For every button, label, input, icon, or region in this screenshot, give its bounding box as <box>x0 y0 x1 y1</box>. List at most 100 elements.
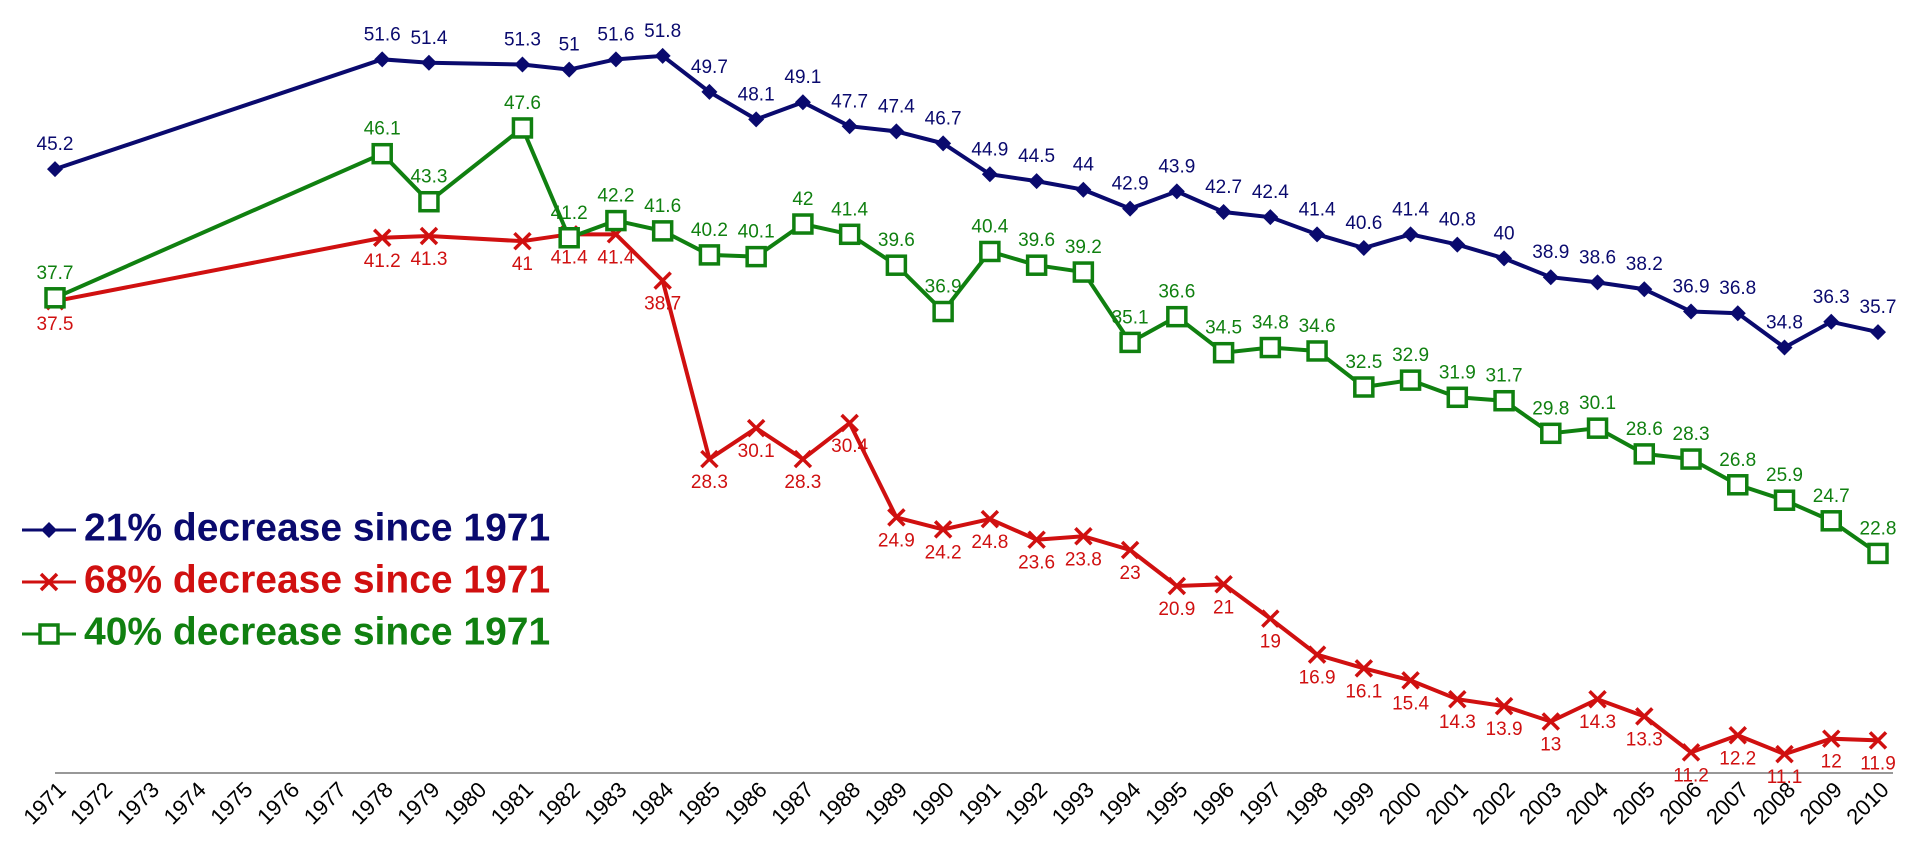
marker <box>371 142 393 165</box>
x-tick-label: 2002 <box>1467 777 1519 829</box>
marker <box>1589 274 1606 291</box>
legend-marker <box>41 522 57 538</box>
marker <box>511 117 534 139</box>
x-tick-label: 1993 <box>1047 777 1099 829</box>
x-tick-label: 1974 <box>159 777 211 829</box>
data-label: 40.4 <box>971 216 1008 237</box>
data-label: 35.7 <box>1860 297 1897 318</box>
x-tick-label: 1992 <box>1000 777 1052 829</box>
data-label: 11.1 <box>1767 767 1803 788</box>
data-label: 34.5 <box>1205 318 1242 339</box>
x-tick-label: 1981 <box>486 777 538 829</box>
data-label: 31.9 <box>1439 362 1476 383</box>
marker <box>885 254 908 276</box>
data-label: 32.5 <box>1345 352 1382 373</box>
marker <box>1683 303 1700 320</box>
data-label: 51.6 <box>597 24 634 45</box>
marker <box>1542 269 1559 286</box>
marker <box>418 190 440 213</box>
marker <box>651 220 674 242</box>
x-tick-label: 2001 <box>1421 777 1473 829</box>
data-label: 39.6 <box>1018 230 1055 251</box>
marker <box>1353 376 1375 398</box>
data-label: 40.6 <box>1345 213 1382 234</box>
data-label: 20.9 <box>1158 599 1195 620</box>
data-label: 36.6 <box>1158 282 1195 303</box>
marker <box>935 135 952 152</box>
data-label: 51.3 <box>504 29 541 50</box>
marker <box>1494 696 1514 716</box>
legend-label: 21% decrease since 1971 <box>84 506 550 549</box>
marker <box>1119 331 1141 354</box>
marker <box>1870 324 1886 341</box>
x-tick-label: 1997 <box>1234 777 1286 829</box>
marker <box>513 231 532 251</box>
data-label: 40.1 <box>738 222 775 243</box>
data-label: 42.2 <box>597 186 634 207</box>
marker <box>1214 575 1233 594</box>
data-label: 24.9 <box>878 530 915 551</box>
marker <box>420 54 437 71</box>
data-label: 14.3 <box>1439 712 1476 733</box>
marker <box>1681 743 1701 762</box>
marker <box>1727 474 1749 496</box>
marker <box>1027 530 1046 549</box>
data-label: 22.8 <box>1860 518 1897 539</box>
x-tick-label: 1975 <box>205 777 257 829</box>
marker <box>1636 281 1653 298</box>
x-tick-label: 1978 <box>346 777 398 829</box>
x-tick-label: 1977 <box>299 777 351 829</box>
data-label: 13.9 <box>1486 719 1523 740</box>
marker <box>1212 341 1235 364</box>
marker <box>1776 339 1793 356</box>
marker <box>1448 689 1467 709</box>
marker <box>1540 422 1562 445</box>
legend-marker <box>39 572 59 592</box>
data-label: 44.9 <box>971 139 1008 160</box>
data-label: 41.3 <box>410 249 447 270</box>
legend-label: 40% decrease since 1971 <box>84 610 550 653</box>
marker <box>1028 173 1045 190</box>
x-tick-label: 1973 <box>112 777 164 829</box>
data-label: 51 <box>559 35 580 56</box>
x-tick-label: 1985 <box>673 777 725 829</box>
data-label: 14.3 <box>1579 712 1616 733</box>
data-label: 40.8 <box>1439 210 1476 231</box>
data-label: 38.6 <box>1579 247 1616 268</box>
marker <box>698 244 721 266</box>
data-label: 28.6 <box>1626 419 1663 440</box>
marker <box>840 413 859 433</box>
x-tick-label: 2009 <box>1795 777 1847 829</box>
marker <box>1166 305 1188 328</box>
data-label: 16.1 <box>1345 681 1382 702</box>
data-label: 41.4 <box>551 247 588 268</box>
x-tick-label: 1983 <box>579 777 631 829</box>
data-label: 44.5 <box>1018 146 1055 167</box>
marker <box>372 228 392 247</box>
marker <box>558 226 580 249</box>
data-label: 40.2 <box>691 220 728 241</box>
data-label: 28.3 <box>784 472 821 493</box>
data-label: 45.2 <box>37 134 74 155</box>
data-label: 38.7 <box>644 294 681 315</box>
marker <box>1541 712 1561 731</box>
data-label: 19 <box>1260 632 1281 653</box>
data-label: 12 <box>1821 752 1842 773</box>
data-label: 28.3 <box>691 472 728 493</box>
marker <box>1446 386 1469 409</box>
data-label: 29.8 <box>1532 398 1569 419</box>
marker <box>1775 744 1794 764</box>
x-tick-label: 1990 <box>906 777 958 829</box>
x-tick-label: 2000 <box>1374 777 1426 829</box>
data-label: 41.6 <box>644 196 681 217</box>
marker <box>887 508 906 527</box>
data-label: 51.8 <box>644 21 681 42</box>
data-label: 49.1 <box>784 67 821 88</box>
series-line <box>54 232 1879 757</box>
data-label: 26.8 <box>1719 450 1756 471</box>
x-tick-label: 1976 <box>252 777 304 829</box>
data-label: 42.7 <box>1205 177 1242 198</box>
marker <box>1820 510 1843 532</box>
data-label: 37.7 <box>37 263 74 284</box>
series-line <box>54 124 1880 556</box>
